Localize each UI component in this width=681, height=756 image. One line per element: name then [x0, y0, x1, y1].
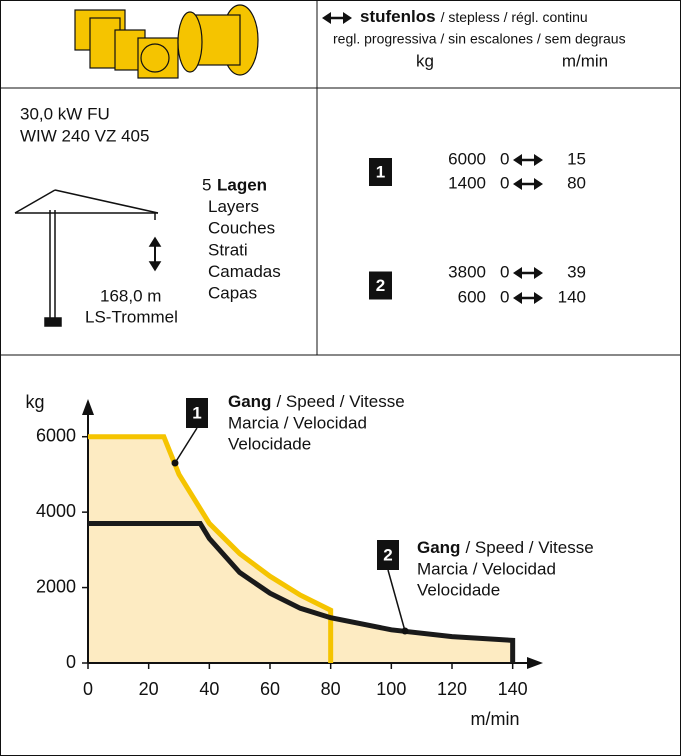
drum-length: 168,0 m	[100, 286, 161, 305]
load-kg: 6000	[448, 149, 486, 168]
annotation-line: Velocidade	[228, 434, 311, 453]
header-rest: / stepless / régl. continu	[441, 9, 588, 25]
annotation-line: Marcia / Velocidad	[228, 413, 367, 432]
badge-number: 1	[376, 162, 385, 181]
layer-label: Capas	[208, 283, 257, 302]
x-tick-label: 80	[321, 679, 341, 699]
drum-name: LS-Trommel	[85, 307, 178, 326]
speed-min: 0	[500, 173, 509, 192]
x-tick-label: 40	[199, 679, 219, 699]
header-bold: stufenlos	[360, 7, 436, 26]
y-tick-label: 6000	[36, 425, 76, 445]
page: stufenlos / stepless / régl. continu regl…	[0, 0, 681, 756]
unit: m/min	[562, 51, 608, 70]
annotation: Gang / Speed / Vitesse	[417, 538, 594, 557]
layer-label: Lagen	[217, 175, 267, 194]
layer-count: 5	[202, 175, 211, 194]
speed-min: 0	[500, 262, 509, 281]
annotation: Gang / Speed / Vitesse	[228, 392, 405, 411]
annotation-line: Marcia / Velocidad	[417, 559, 556, 578]
layer-label: Layers	[208, 197, 259, 216]
x-tick-label: 140	[498, 679, 528, 699]
speed-max: 80	[567, 173, 586, 192]
badge-number: 2	[383, 545, 392, 564]
y-tick-label: 2000	[36, 576, 76, 596]
badge-number: 2	[376, 276, 385, 295]
speed-max: 39	[567, 262, 586, 281]
x-tick-label: 20	[139, 679, 159, 699]
badge-number: 1	[192, 403, 201, 422]
y-tick-label: 0	[66, 652, 76, 672]
annotation-text: / Speed / Vitesse	[276, 392, 404, 411]
y-tick-label: 4000	[36, 501, 76, 521]
layer-label: Camadas	[208, 262, 281, 281]
leader-dot	[402, 628, 409, 635]
speed-min: 0	[500, 149, 509, 168]
speed-max: 140	[558, 287, 586, 306]
annotation-line: Velocidade	[417, 580, 500, 599]
motor-model: WIW 240 VZ 405	[20, 126, 149, 145]
header-line2: regl. progressiva / sin escalones / sem …	[333, 31, 626, 47]
datasheet: stufenlos / stepless / régl. continu regl…	[0, 0, 681, 756]
x-tick-label: 60	[260, 679, 280, 699]
speed-max: 15	[567, 149, 586, 168]
load-kg: 1400	[448, 173, 486, 192]
annotation-title: Gang	[417, 538, 460, 557]
layer-label: Couches	[208, 219, 275, 238]
layer-label: Strati	[208, 240, 248, 259]
x-tick-label: 0	[83, 679, 93, 699]
speed-min: 0	[500, 287, 509, 306]
load-kg: 3800	[448, 262, 486, 281]
unit: kg	[416, 51, 434, 70]
x-tick-label: 120	[437, 679, 467, 699]
x-tick-label: 100	[376, 679, 406, 699]
header-title: stufenlos / stepless / régl. continu	[360, 7, 588, 26]
annotation-text: / Speed / Vitesse	[465, 538, 593, 557]
motor-power: 30,0 kW FU	[20, 104, 110, 123]
x-axis-label: m/min	[471, 709, 520, 729]
leader-dot	[172, 460, 179, 467]
load-kg: 600	[458, 287, 486, 306]
annotation-title: Gang	[228, 392, 271, 411]
y-axis-label: kg	[25, 392, 44, 412]
